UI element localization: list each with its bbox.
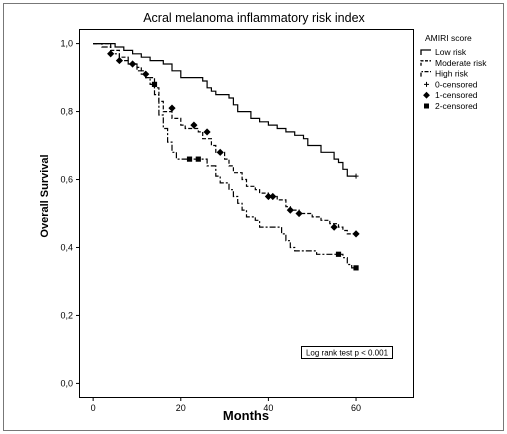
chart-title: Acral melanoma inflammatory risk index [143, 11, 365, 25]
censor-mark-diamond [115, 56, 124, 65]
censor-mark-square [151, 81, 158, 87]
legend-item: 2-censored [424, 101, 478, 111]
x-tick-label: 20 [176, 403, 186, 413]
legend-marker [424, 81, 429, 87]
y-tick-label: 0,6 [60, 175, 73, 185]
x-axis: 0 20 40 60 [91, 397, 361, 413]
series-line [93, 43, 356, 177]
legend-item: High risk [420, 69, 469, 79]
series-layer [93, 43, 360, 271]
censor-mark-diamond [295, 209, 303, 218]
logrank-annotation: Log rank test p < 0.001 [301, 346, 393, 359]
legend-item: Moderate risk [420, 58, 487, 68]
series-3 [93, 43, 359, 271]
y-axis: 0,0 0,2 0,4 0,6 0,8 1,0 [60, 39, 80, 388]
legend-item: 0-censored [424, 79, 478, 89]
x-tick-label: 40 [263, 403, 273, 413]
censor-mark-diamond [142, 70, 150, 78]
censor-mark-diamond [216, 148, 224, 156]
legend-label: 0-censored [435, 79, 478, 89]
legend-swatch [420, 70, 431, 77]
censor-mark-diamond [168, 104, 176, 112]
x-axis-title: Months [223, 408, 269, 423]
annotation-text: Log rank test p < 0.001 [306, 349, 389, 358]
censor-mark-diamond [203, 128, 211, 136]
censor-mark-diamond [190, 121, 198, 129]
censor-mark-diamond [264, 192, 273, 201]
y-tick-label: 0,0 [60, 378, 73, 388]
legend-label: Low risk [435, 47, 467, 57]
y-tick-label: 0,4 [60, 242, 73, 252]
censor-mark-square [186, 156, 193, 162]
censor-mark-diamond [330, 223, 338, 231]
plot-frame [79, 29, 414, 398]
censor-mark-diamond [269, 192, 277, 201]
series-line [93, 43, 356, 269]
legend-item: 1-censored [423, 90, 478, 100]
legend-swatch [420, 49, 431, 55]
censor-mark-diamond [128, 60, 137, 68]
legend-label: 1-censored [435, 90, 478, 100]
y-axis-title: Overall Survival [39, 154, 51, 237]
censor-mark-square [335, 251, 342, 257]
legend-swatch [420, 60, 431, 66]
censor-mark-square [353, 265, 359, 271]
legend-title: AMIRI score [425, 33, 472, 43]
legend-item: Low risk [420, 47, 467, 57]
y-tick-label: 0,8 [60, 107, 73, 117]
legend-label: Moderate risk [435, 58, 487, 68]
legend-label: High risk [435, 69, 469, 79]
y-tick-label: 0,2 [60, 310, 73, 320]
x-tick-label: 60 [351, 403, 361, 413]
censor-mark-diamond [352, 230, 360, 238]
series-1 [93, 43, 359, 179]
y-tick-label: 1,0 [60, 39, 73, 49]
censor-mark-plus [353, 173, 359, 179]
legend-marker [423, 91, 430, 99]
legend-marker [424, 103, 429, 109]
censor-mark-diamond [286, 206, 294, 214]
censor-mark-square [195, 156, 201, 162]
x-tick-label: 0 [91, 403, 96, 413]
legend-label: 2-censored [435, 101, 478, 111]
annotation-box [301, 346, 393, 359]
